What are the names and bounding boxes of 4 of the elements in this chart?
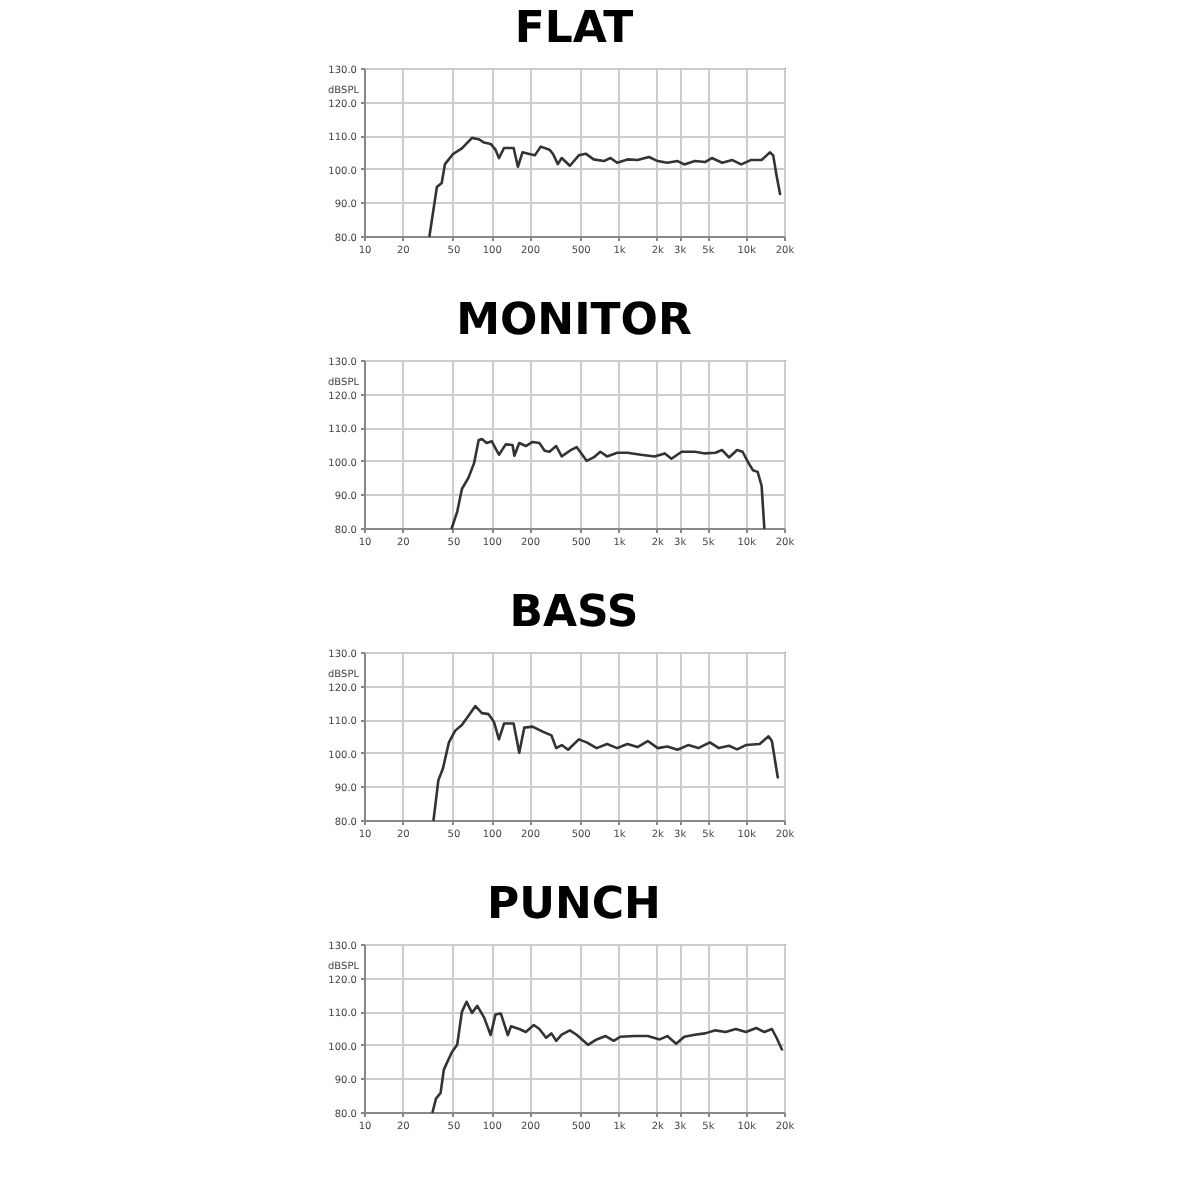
chart-title: PUNCH	[487, 880, 661, 930]
chart-title: MONITOR	[456, 296, 692, 346]
chart-title: FLAT	[514, 4, 634, 54]
chart-title: BASS	[509, 588, 639, 638]
